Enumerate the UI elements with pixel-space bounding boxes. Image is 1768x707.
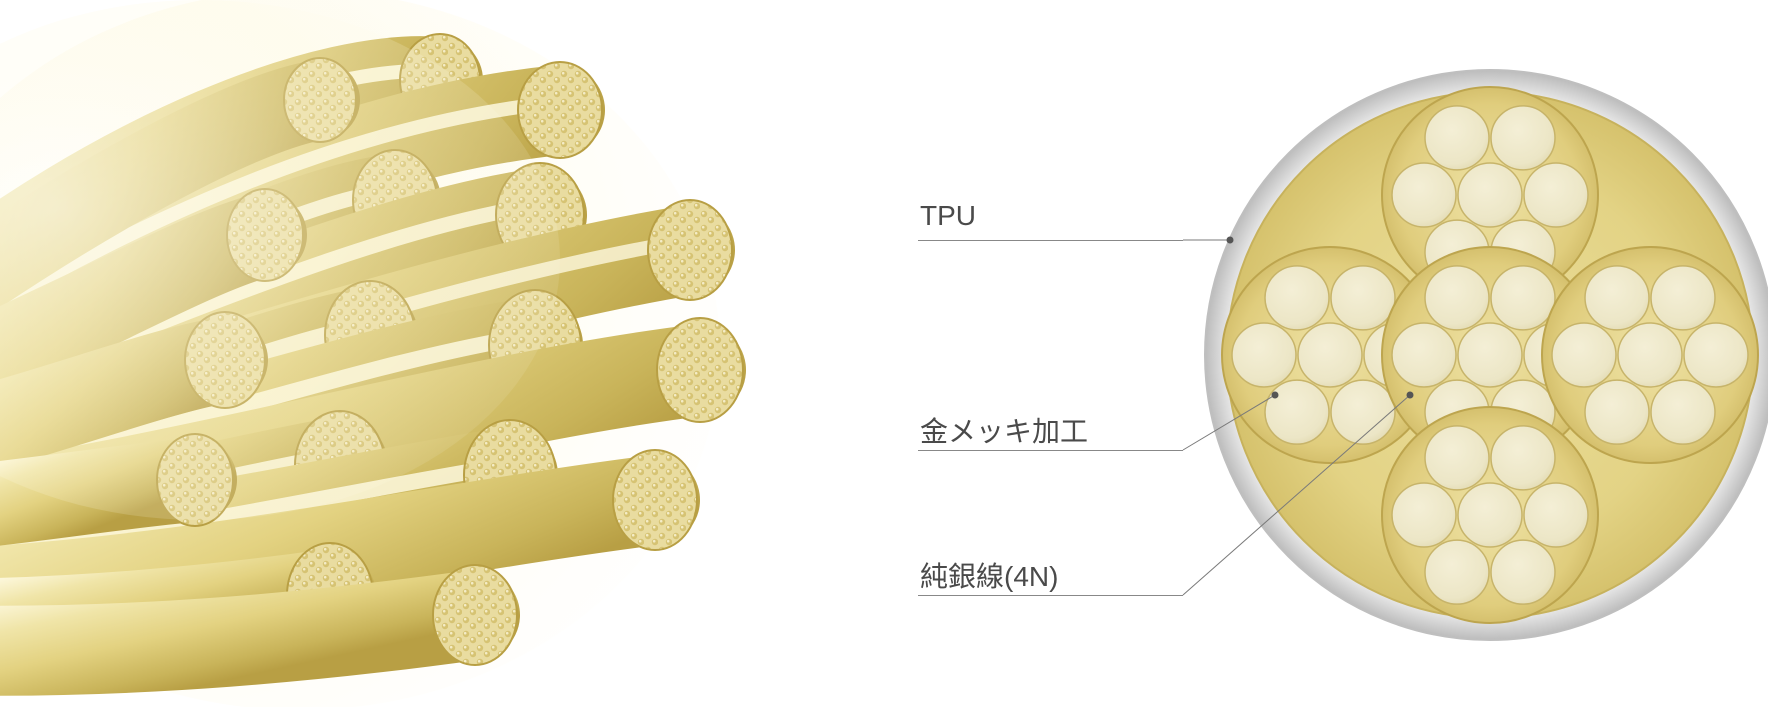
wire xyxy=(1491,266,1555,330)
bundle xyxy=(1382,407,1598,623)
wire xyxy=(1425,266,1489,330)
wire xyxy=(1458,163,1522,227)
wire xyxy=(1232,323,1296,387)
wire xyxy=(1684,323,1748,387)
cross-section-diagram xyxy=(0,0,1768,707)
wire xyxy=(1425,106,1489,170)
wire xyxy=(1491,540,1555,604)
wire xyxy=(1392,483,1456,547)
wire xyxy=(1552,323,1616,387)
wire xyxy=(1491,106,1555,170)
underline-silver xyxy=(918,595,1183,596)
underline-tpu xyxy=(918,240,1183,241)
wire xyxy=(1392,163,1456,227)
wire xyxy=(1651,380,1715,444)
wire xyxy=(1524,163,1588,227)
wire xyxy=(1651,266,1715,330)
wire xyxy=(1585,266,1649,330)
wire xyxy=(1458,323,1522,387)
label-gold-plating: 金メッキ加工 xyxy=(920,410,1088,450)
wire xyxy=(1425,540,1489,604)
wire xyxy=(1458,483,1522,547)
wire xyxy=(1331,266,1395,330)
diagram-stage: TPU 金メッキ加工 純銀線(4N) xyxy=(0,0,1768,707)
bundle xyxy=(1542,247,1758,463)
label-pure-silver: 純銀線(4N) xyxy=(920,555,1058,595)
wire xyxy=(1524,483,1588,547)
wire xyxy=(1331,380,1395,444)
underline-gold xyxy=(918,450,1183,451)
wire xyxy=(1265,266,1329,330)
wire xyxy=(1425,426,1489,490)
wire xyxy=(1392,323,1456,387)
wire xyxy=(1585,380,1649,444)
wire xyxy=(1298,323,1362,387)
wire xyxy=(1618,323,1682,387)
wire xyxy=(1491,426,1555,490)
wire xyxy=(1265,380,1329,444)
label-tpu: TPU xyxy=(920,200,976,232)
